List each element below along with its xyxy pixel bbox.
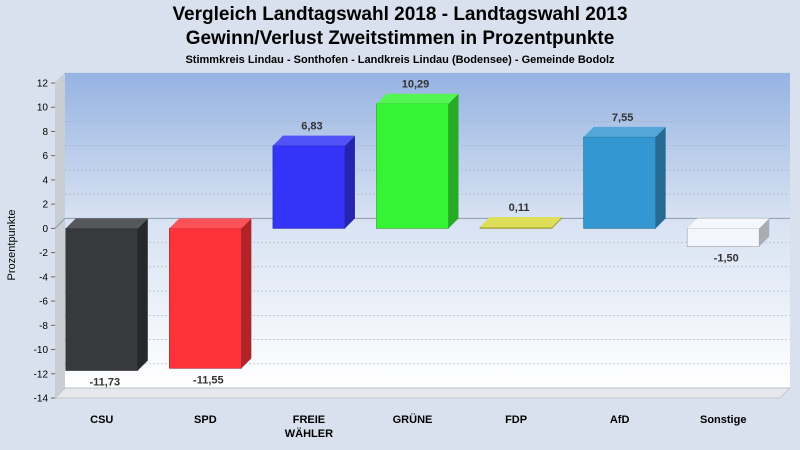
bar-top: [687, 218, 770, 229]
bar-front: [686, 228, 760, 247]
bar-side: [137, 218, 148, 371]
bar-front: [272, 145, 346, 229]
bar-front: [169, 228, 242, 369]
y-tick-label: -8: [39, 321, 48, 332]
y-tick-label: -10: [34, 345, 49, 356]
chart-subtitle-line: Gewinn/Verlust Zweitstimmen in Prozentpu…: [185, 28, 615, 49]
x-tick-label: AfD: [610, 414, 630, 426]
chart-title: Vergleich Landtagswahl 2018 - Landtagswa…: [172, 4, 628, 25]
x-tick-label: WÄHLER: [285, 427, 333, 440]
x-tick-label: FDP: [505, 414, 527, 426]
bar-top: [376, 93, 459, 104]
bar-top: [583, 126, 666, 137]
data-label: -11,73: [89, 376, 120, 388]
bar-grüne: [376, 93, 459, 229]
bar-side: [241, 218, 252, 369]
y-tick-label: 6: [42, 151, 48, 162]
y-tick-label: -2: [39, 248, 48, 259]
bar-sonstige: [686, 218, 770, 247]
bar-side: [448, 93, 459, 229]
data-label: 10,29: [402, 79, 430, 91]
bar-freie-wähler: [272, 135, 355, 229]
data-label: -1,50: [714, 253, 739, 265]
data-label: 7,55: [612, 112, 633, 124]
y-tick-label: -6: [39, 297, 48, 308]
bar-top: [65, 218, 148, 229]
bar-front: [65, 228, 139, 371]
x-tick-label: SPD: [194, 414, 217, 426]
x-tick-label: FREIE: [293, 414, 325, 426]
bar-front: [376, 103, 449, 229]
zero-line-side: [54, 218, 66, 229]
x-tick-label: CSU: [90, 414, 113, 426]
bar-side: [655, 126, 666, 229]
data-label: -11,55: [193, 374, 224, 386]
y-tick-label: 8: [42, 127, 48, 138]
chart-subtitle: Stimmkreis Lindau - Sonthofen - Landkrei…: [185, 54, 615, 66]
plot-left-wall: [55, 73, 65, 398]
data-label: 6,83: [301, 121, 322, 133]
y-tick-label: 10: [37, 103, 49, 114]
x-tick-label: GRÜNE: [393, 413, 433, 426]
x-tick-label: Sonstige: [700, 414, 746, 426]
y-tick-label: 2: [42, 200, 48, 211]
y-tick-label: 12: [37, 79, 49, 90]
bar-fdp: [479, 217, 563, 229]
bar-side: [759, 218, 770, 247]
data-label: 0,11: [509, 202, 530, 214]
bar-spd: [169, 218, 252, 369]
bar-front: [479, 226, 553, 229]
y-tick-label: 0: [42, 224, 48, 235]
bar-afd: [583, 126, 666, 229]
y-tick-label: 4: [42, 175, 48, 186]
bar-front: [583, 136, 656, 229]
y-tick-label: -12: [34, 369, 49, 380]
y-tick-label: -4: [39, 272, 48, 283]
plot-floor: [53, 387, 792, 399]
bar-side: [344, 135, 355, 229]
bar-top: [169, 218, 252, 229]
bar-top: [480, 217, 563, 228]
y-tick-label: -14: [34, 394, 49, 405]
bar-csu: [65, 218, 148, 371]
bar-top: [272, 135, 355, 146]
bar-side: [552, 217, 563, 229]
